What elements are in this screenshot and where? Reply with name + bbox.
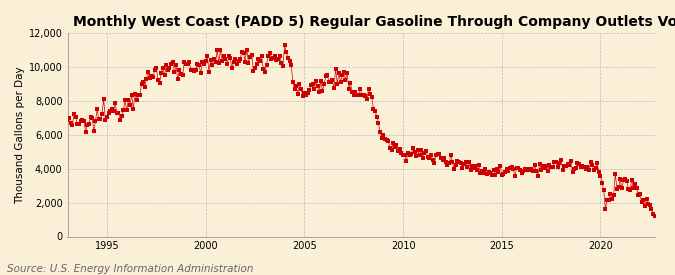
Text: Monthly West Coast (PADD 5) Regular Gasoline Through Company Outlets Volume by R: Monthly West Coast (PADD 5) Regular Gaso… xyxy=(74,15,675,29)
Text: Source: U.S. Energy Information Administration: Source: U.S. Energy Information Administ… xyxy=(7,264,253,274)
Y-axis label: Thousand Gallons per Day: Thousand Gallons per Day xyxy=(15,66,24,204)
